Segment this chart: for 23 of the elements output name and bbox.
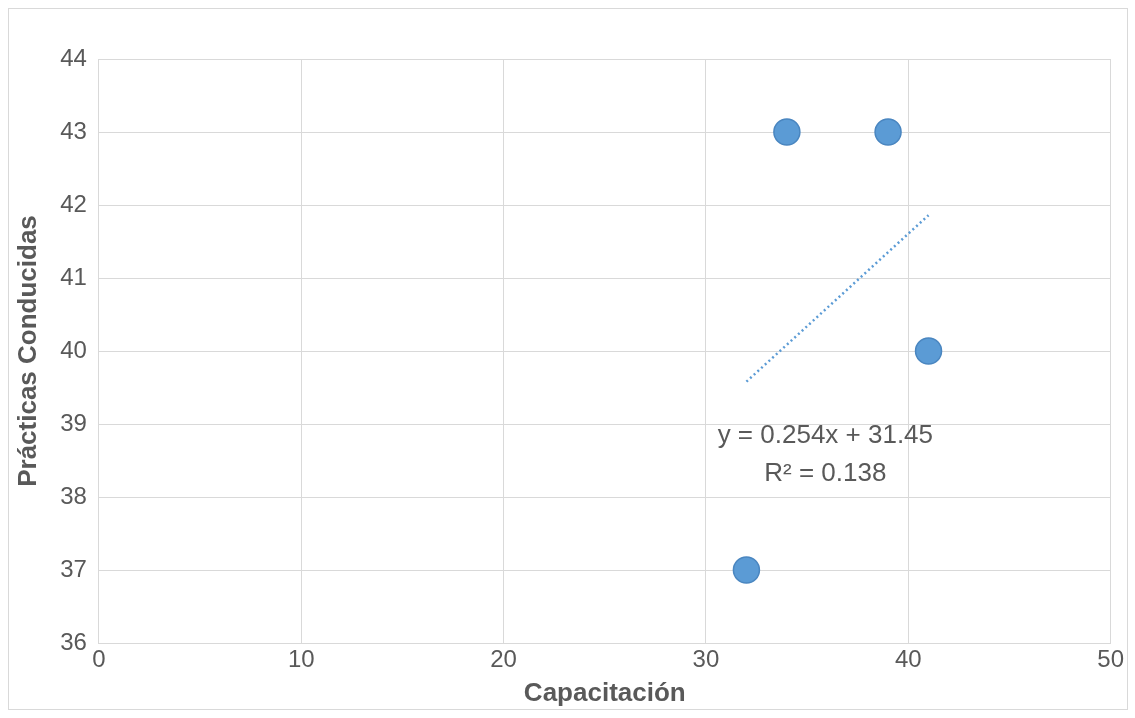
- x-tick-label: 0: [92, 645, 106, 673]
- y-tick-label: 40: [60, 335, 87, 363]
- y-tick-label: 43: [60, 116, 87, 144]
- y-axis-title: Prácticas Conducidas: [11, 215, 42, 487]
- point: [914, 337, 943, 365]
- y-tick-label: 42: [60, 189, 87, 217]
- y-tick-label: 41: [60, 262, 87, 290]
- y-tick-label: 36: [60, 627, 87, 655]
- y-tick-label: 44: [60, 43, 87, 71]
- x-axis-title: Capacitación: [523, 676, 686, 707]
- point: [773, 118, 801, 146]
- x-tick-label: 20: [490, 645, 517, 673]
- point: [874, 118, 902, 146]
- x-tick-label: 40: [894, 645, 922, 673]
- y-tick-label: 38: [60, 481, 87, 509]
- y-tick-label: 39: [60, 408, 87, 436]
- x-tick-label: 10: [287, 645, 315, 673]
- annotation: y = 0.254x + 31.45: [717, 418, 934, 449]
- annotation: R² = 0.138: [764, 456, 887, 487]
- y-tick-label: 37: [60, 554, 87, 582]
- x-tick-label: 30: [692, 645, 720, 673]
- x-tick-label: 50: [1097, 645, 1124, 673]
- point: [732, 556, 761, 584]
